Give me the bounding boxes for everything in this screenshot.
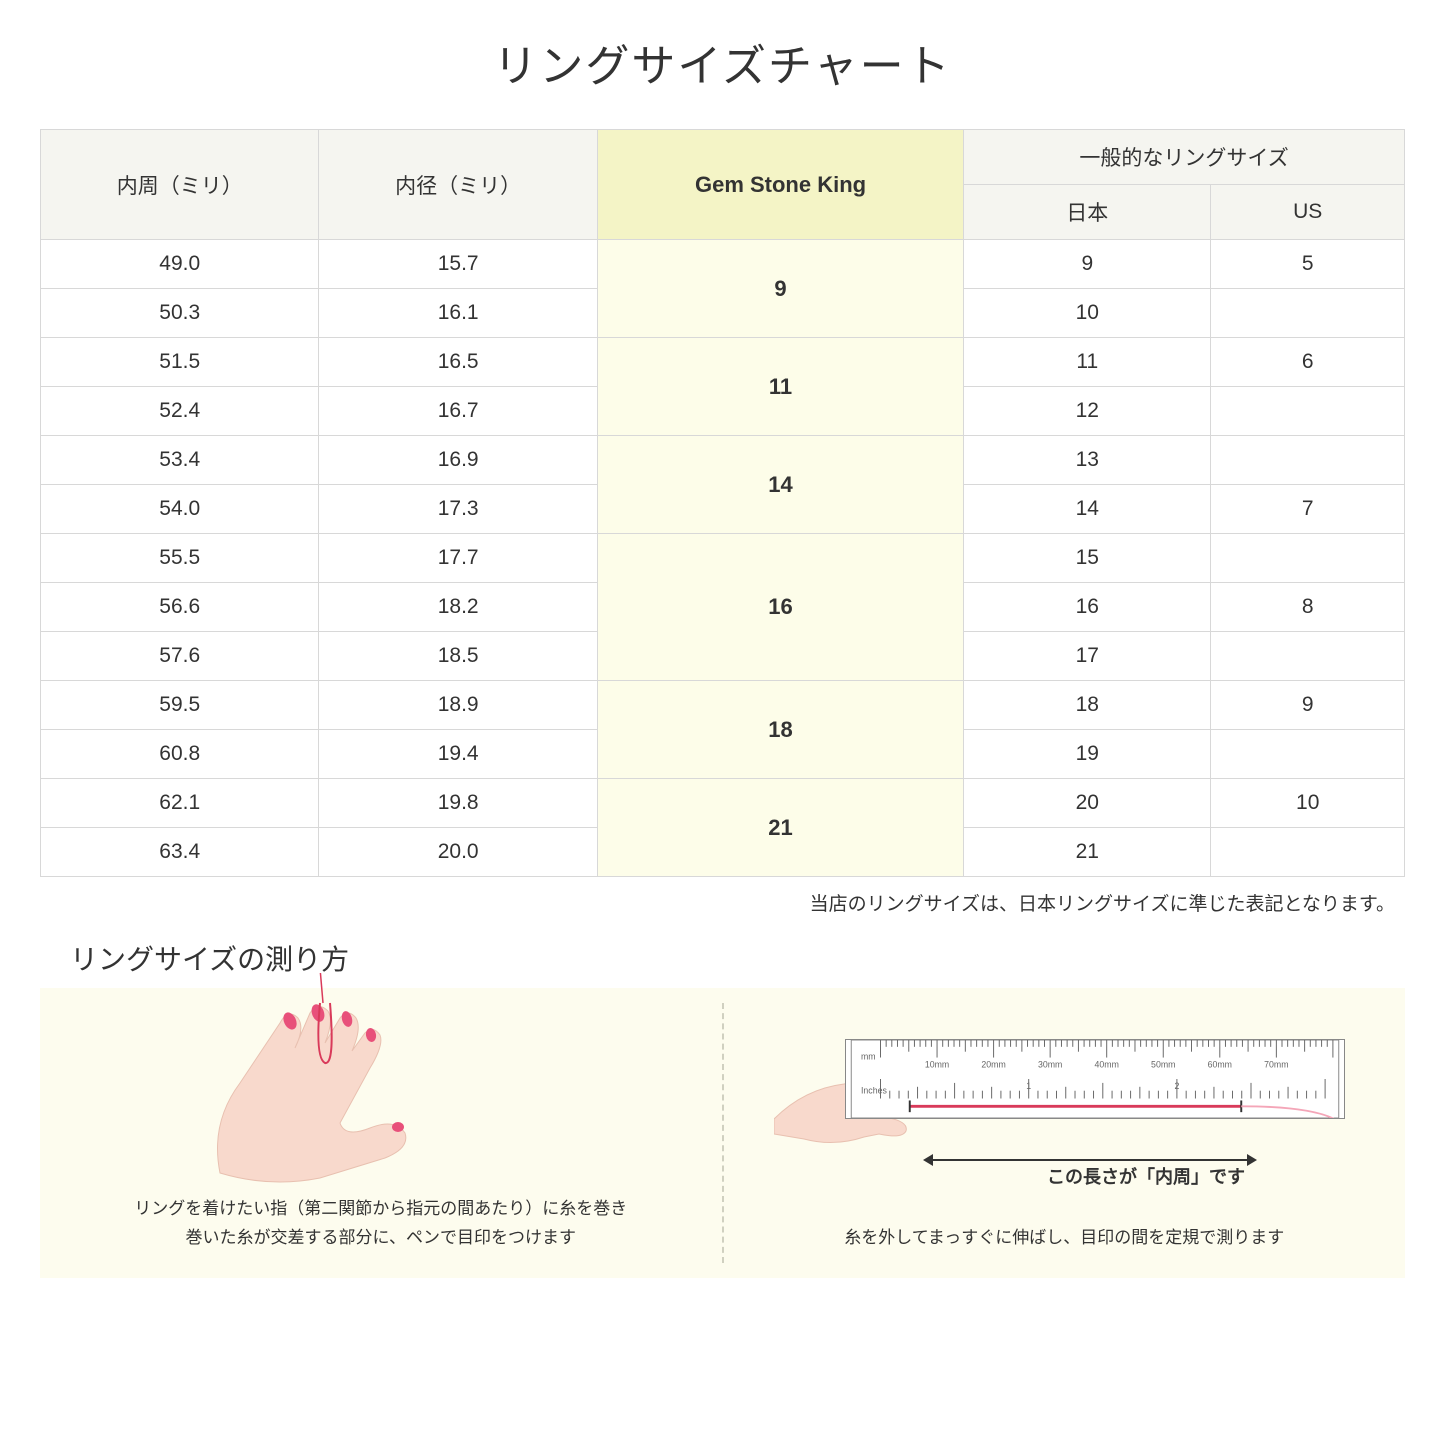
cell-us (1211, 387, 1405, 436)
cell-us: 6 (1211, 338, 1405, 387)
header-inner-circ: 内周（ミリ） (41, 130, 319, 240)
cell-jp: 20 (964, 779, 1211, 828)
svg-text:1: 1 (1026, 1081, 1031, 1091)
howto-right-text: 糸を外してまっすぐに伸ばし、目印の間を定規で測ります (754, 1224, 1376, 1253)
cell-diam: 20.0 (319, 828, 597, 877)
table-row: 62.119.8212010 (41, 779, 1405, 828)
svg-text:2: 2 (1174, 1081, 1179, 1091)
cell-us (1211, 632, 1405, 681)
cell-diam: 16.5 (319, 338, 597, 387)
ruler-inches-label: Inches (861, 1086, 887, 1096)
header-general: 一般的なリングサイズ (964, 130, 1405, 185)
cell-diam: 15.7 (319, 240, 597, 289)
measure-label: この長さが「内周」です (1047, 1163, 1245, 1189)
cell-diam: 16.9 (319, 436, 597, 485)
header-us: US (1211, 185, 1405, 240)
cell-us (1211, 289, 1405, 338)
howto-section: リングを着けたい指（第二関節から指元の間あたり）に糸を巻き 巻いた糸が交差する部… (40, 988, 1405, 1278)
cell-diam: 18.5 (319, 632, 597, 681)
cell-jp: 16 (964, 583, 1211, 632)
cell-jp: 21 (964, 828, 1211, 877)
cell-us: 9 (1211, 681, 1405, 730)
cell-circ: 62.1 (41, 779, 319, 828)
cell-circ: 51.5 (41, 338, 319, 387)
howto-left-panel: リングを着けたい指（第二関節から指元の間あたり）に糸を巻き 巻いた糸が交差する部… (40, 988, 722, 1278)
cell-circ: 53.4 (41, 436, 319, 485)
cell-us: 5 (1211, 240, 1405, 289)
cell-circ: 49.0 (41, 240, 319, 289)
cell-jp: 9 (964, 240, 1211, 289)
svg-text:10mm: 10mm (925, 1059, 949, 1069)
cell-jp: 18 (964, 681, 1211, 730)
cell-circ: 63.4 (41, 828, 319, 877)
table-row: 59.518.918189 (41, 681, 1405, 730)
cell-gsk: 14 (597, 436, 963, 534)
hand-thread-icon (170, 973, 490, 1193)
cell-diam: 19.4 (319, 730, 597, 779)
cell-diam: 18.2 (319, 583, 597, 632)
cell-jp: 19 (964, 730, 1211, 779)
cell-diam: 16.1 (319, 289, 597, 338)
svg-text:40mm: 40mm (1095, 1059, 1119, 1069)
cell-diam: 17.3 (319, 485, 597, 534)
cell-diam: 16.7 (319, 387, 597, 436)
howto-right-panel: mm Inches 10mm 20mm 30mm 40mm 50mm 60mm 70mm 1… (724, 988, 1406, 1278)
cell-gsk: 18 (597, 681, 963, 779)
ruler-icon: mm Inches 10mm 20mm 30mm 40mm 50mm 60mm 70mm 1… (845, 1039, 1345, 1119)
cell-jp: 14 (964, 485, 1211, 534)
cell-jp: 15 (964, 534, 1211, 583)
cell-us (1211, 534, 1405, 583)
ruler-mm-label: mm (861, 1052, 876, 1062)
cell-circ: 57.6 (41, 632, 319, 681)
cell-us (1211, 436, 1405, 485)
table-row: 51.516.511116 (41, 338, 1405, 387)
table-row: 53.416.91413 (41, 436, 1405, 485)
cell-diam: 19.8 (319, 779, 597, 828)
cell-circ: 59.5 (41, 681, 319, 730)
cell-us (1211, 730, 1405, 779)
cell-gsk: 9 (597, 240, 963, 338)
size-note: 当店のリングサイズは、日本リングサイズに準じた表記となります。 (40, 889, 1395, 916)
cell-jp: 13 (964, 436, 1211, 485)
cell-gsk: 16 (597, 534, 963, 681)
svg-text:20mm: 20mm (981, 1059, 1005, 1069)
measure-arrow (925, 1159, 1255, 1161)
cell-jp: 12 (964, 387, 1211, 436)
cell-jp: 17 (964, 632, 1211, 681)
svg-text:60mm: 60mm (1208, 1059, 1232, 1069)
header-japan: 日本 (964, 185, 1211, 240)
table-row: 55.517.71615 (41, 534, 1405, 583)
svg-text:50mm: 50mm (1151, 1059, 1175, 1069)
cell-circ: 52.4 (41, 387, 319, 436)
howto-title: リングサイズの測り方 (70, 938, 1405, 978)
header-inner-diam: 内径（ミリ） (319, 130, 597, 240)
cell-diam: 17.7 (319, 534, 597, 583)
cell-gsk: 21 (597, 779, 963, 877)
table-row: 49.015.7995 (41, 240, 1405, 289)
page-title: リングサイズチャート (40, 30, 1405, 94)
cell-us: 10 (1211, 779, 1405, 828)
cell-jp: 10 (964, 289, 1211, 338)
cell-us: 7 (1211, 485, 1405, 534)
cell-circ: 55.5 (41, 534, 319, 583)
cell-circ: 56.6 (41, 583, 319, 632)
svg-text:30mm: 30mm (1038, 1059, 1062, 1069)
size-chart-table: 内周（ミリ） 内径（ミリ） Gem Stone King 一般的なリングサイズ … (40, 129, 1405, 877)
howto-left-text: リングを着けたい指（第二関節から指元の間あたり）に糸を巻き 巻いた糸が交差する部… (70, 1195, 692, 1253)
cell-us (1211, 828, 1405, 877)
cell-jp: 11 (964, 338, 1211, 387)
cell-us: 8 (1211, 583, 1405, 632)
cell-circ: 54.0 (41, 485, 319, 534)
cell-gsk: 11 (597, 338, 963, 436)
header-gsk: Gem Stone King (597, 130, 963, 240)
cell-circ: 60.8 (41, 730, 319, 779)
cell-diam: 18.9 (319, 681, 597, 730)
cell-circ: 50.3 (41, 289, 319, 338)
svg-text:70mm: 70mm (1264, 1059, 1288, 1069)
